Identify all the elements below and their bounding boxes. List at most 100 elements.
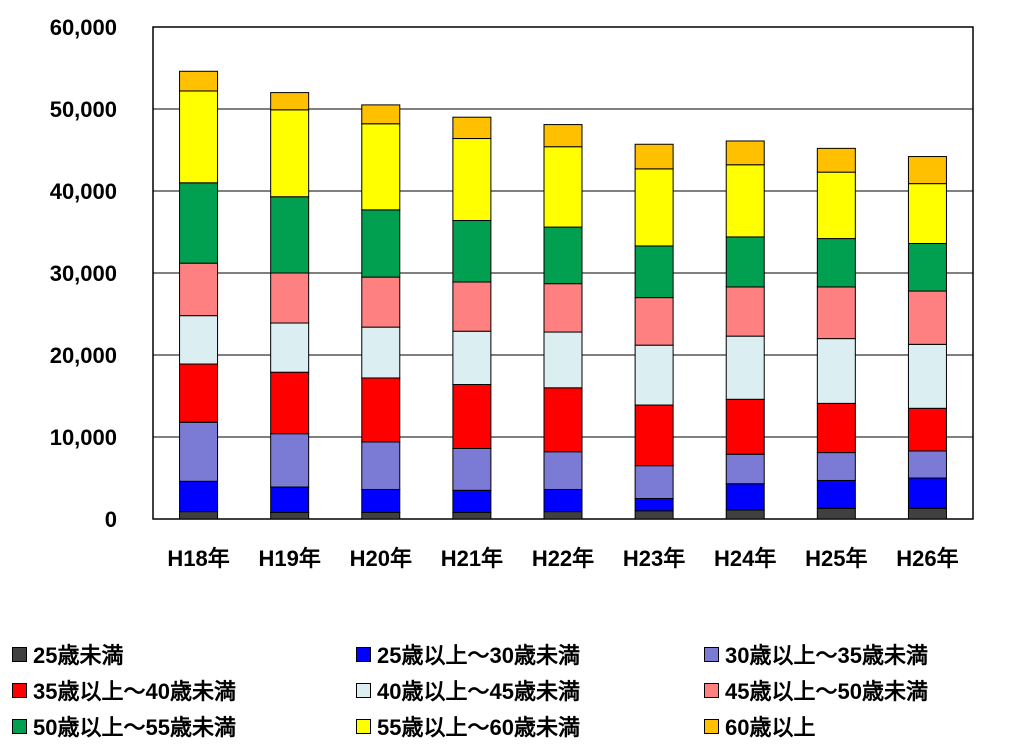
legend-label: 45歳以上～50歳未満 (725, 679, 928, 704)
legend-row: 35歳以上～40歳未満 40歳以上～45歳未満 45歳以上～50歳未満 (12, 672, 1020, 708)
bar-segment (543, 331, 583, 389)
bar-segment (452, 511, 492, 520)
bar-segment (452, 138, 492, 222)
bar-segment (725, 483, 765, 511)
y-tick-label: 30,000 (50, 261, 117, 286)
y-tick-label: 10,000 (50, 425, 117, 450)
bars (179, 70, 947, 520)
y-tick-label: 50,000 (50, 97, 117, 122)
bar-segment (634, 404, 674, 467)
bar-segment (725, 453, 765, 485)
legend-item-35-40: 35歳以上～40歳未満 (12, 674, 356, 706)
legend-swatch (12, 718, 27, 734)
bar-segment (816, 452, 856, 481)
legend-swatch (356, 646, 371, 662)
legend-swatch (12, 682, 27, 698)
bar-segment (634, 344, 674, 406)
bar-segment (543, 226, 583, 285)
bar-segment (907, 242, 947, 292)
x-tick-label: H21年 (441, 546, 503, 571)
bar-segment (816, 479, 856, 509)
bar-segment (361, 104, 401, 125)
bar-segment (543, 451, 583, 490)
bar-segment (816, 402, 856, 454)
bar-segment (725, 509, 765, 520)
legend-label: 30歳以上～35歳未満 (725, 643, 928, 668)
bar-segment (179, 511, 219, 520)
y-axis-ticks: 0 10,000 20,000 30,000 40,000 50,000 60,000 (50, 15, 117, 532)
bar-segment (907, 477, 947, 509)
bar-segment (179, 480, 219, 513)
bar-segment (361, 377, 401, 443)
bar-segment (270, 272, 310, 324)
legend-label: 25歳以上～30歳未満 (377, 643, 580, 668)
bar-segment (634, 498, 674, 512)
bar-segment (361, 511, 401, 520)
legend: 25歳未満 25歳以上～30歳未満 30歳以上～35歳未満 35歳以上～40歳未… (12, 636, 1020, 744)
legend-item-under-25: 25歳未満 (12, 638, 356, 670)
bar-segment (452, 384, 492, 449)
legend-label: 50歳以上～55歳未満 (33, 715, 236, 740)
bar-segment (361, 326, 401, 379)
legend-item-60-plus: 60歳以上 (704, 710, 815, 742)
bar-segment (907, 507, 947, 520)
bar-segment (907, 343, 947, 409)
y-tick-label: 60,000 (50, 15, 117, 40)
bar-segment (452, 281, 492, 332)
legend-item-55-60: 55歳以上～60歳未満 (356, 710, 704, 742)
bar-segment (907, 290, 947, 345)
bar-segment (725, 335, 765, 400)
bar-segment (452, 489, 492, 513)
bar-segment (361, 123, 401, 211)
bar-segment (725, 140, 765, 166)
bar-segment (816, 286, 856, 340)
x-tick-label: H22年 (532, 546, 594, 571)
legend-item-30-35: 30歳以上～35歳未満 (704, 638, 928, 670)
bar-segment (270, 109, 310, 198)
bar-segment (543, 124, 583, 148)
bar-segment (179, 421, 219, 482)
x-tick-label: H19年 (258, 546, 320, 571)
bar-segment (270, 486, 310, 513)
x-tick-label: H24年 (714, 546, 776, 571)
bar-segment (452, 447, 492, 491)
x-tick-label: H25年 (805, 546, 867, 571)
bar-segment (179, 262, 219, 317)
bar-segment (361, 209, 401, 278)
legend-label: 35歳以上～40歳未満 (33, 679, 236, 704)
bar-segment (816, 147, 856, 173)
bar-segment (907, 156, 947, 185)
bar-segment (543, 511, 583, 520)
legend-swatch (704, 646, 719, 662)
bar-segment (634, 168, 674, 247)
bar-segment (452, 330, 492, 386)
bar-segment (907, 450, 947, 479)
legend-label: 40歳以上～45歳未満 (377, 679, 580, 704)
bar-segment (270, 511, 310, 520)
bar-segment (816, 238, 856, 288)
legend-swatch (356, 682, 371, 698)
legend-swatch (12, 646, 27, 662)
bar-segment (179, 363, 219, 423)
legend-swatch (704, 718, 719, 734)
bar-segment (725, 286, 765, 337)
y-tick-label: 0 (105, 507, 117, 532)
bar-segment (634, 245, 674, 299)
bar-segment (634, 465, 674, 500)
x-tick-label: H23年 (623, 546, 685, 571)
legend-item-50-55: 50歳以上～55歳未満 (12, 710, 356, 742)
x-tick-label: H20年 (350, 546, 412, 571)
bar-segment (452, 116, 492, 140)
bar-segment (543, 146, 583, 228)
bar-segment (179, 70, 219, 92)
legend-item-25-30: 25歳以上～30歳未満 (356, 638, 704, 670)
legend-swatch (356, 718, 371, 734)
x-tick-label: H26年 (896, 546, 958, 571)
bar-segment (543, 387, 583, 453)
bar-segment (179, 182, 219, 264)
bar-segment (725, 398, 765, 455)
legend-item-40-45: 40歳以上～45歳未満 (356, 674, 704, 706)
bar-segment (816, 338, 856, 404)
bar-segment (179, 90, 219, 184)
legend-label: 60歳以上 (725, 715, 816, 740)
